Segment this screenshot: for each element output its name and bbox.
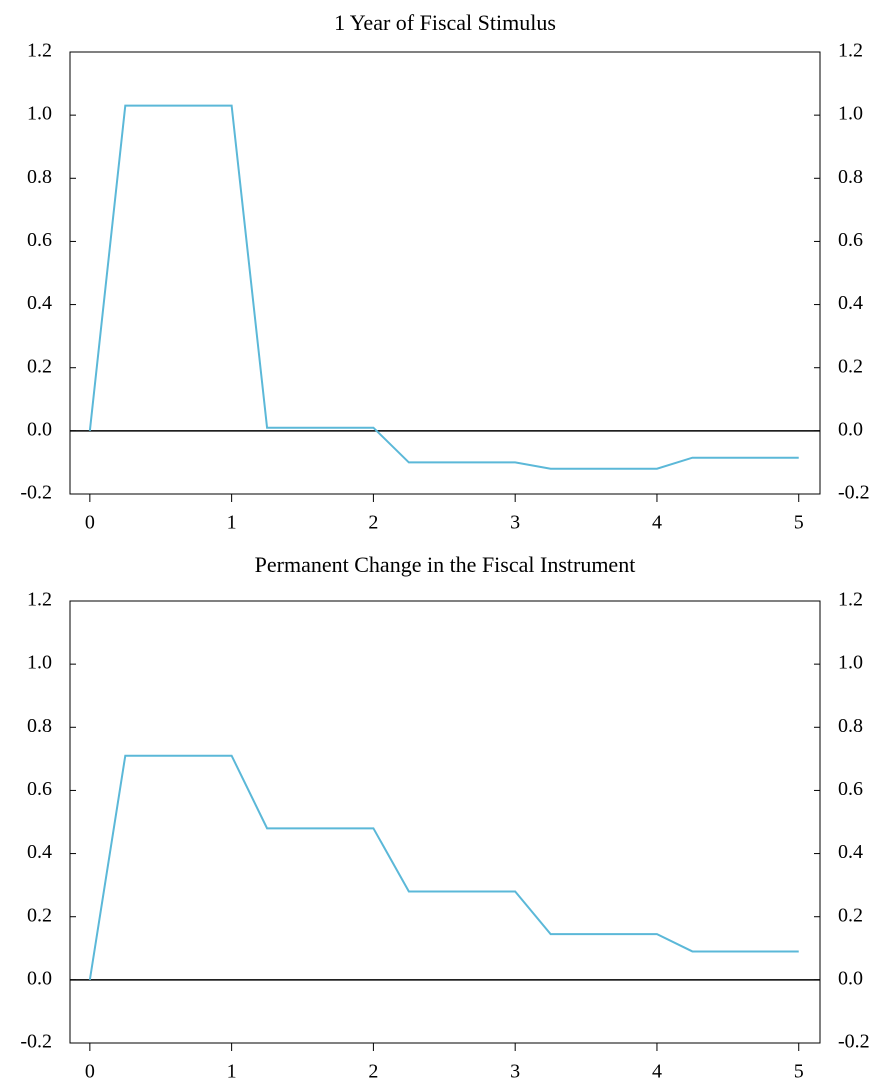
y-tick-label: 0.6 xyxy=(27,229,52,251)
y-tick-label: 0.8 xyxy=(27,166,52,188)
y2-tick-label: 1.2 xyxy=(838,589,863,611)
y2-tick-label: 0.4 xyxy=(838,841,863,863)
y2-tick-label: 0.2 xyxy=(838,904,863,926)
x-tick-label: 0 xyxy=(85,1061,95,1083)
y2-tick-label: 0.2 xyxy=(838,355,863,377)
plot-frame xyxy=(69,51,821,495)
x-tick-label: 1 xyxy=(227,1061,237,1083)
x-tick-label: 1 xyxy=(227,512,237,534)
y2-tick-label: 1.0 xyxy=(838,103,863,125)
y2-tick-label: -0.2 xyxy=(838,1031,870,1053)
y-tick-label: 0.0 xyxy=(27,967,52,989)
y-tick-label: 0.4 xyxy=(27,841,52,863)
y2-tick-label: 1.2 xyxy=(838,40,863,62)
x-tick-label: 4 xyxy=(652,512,662,534)
y-tick-label: 0.8 xyxy=(27,715,52,737)
x-tick-label: 4 xyxy=(652,1061,662,1083)
plot-frame xyxy=(69,600,821,1044)
y-tick-label: 1.2 xyxy=(27,40,52,62)
y-tick-label: 0.6 xyxy=(27,778,52,800)
data-line xyxy=(88,754,799,981)
x-tick-label: 3 xyxy=(510,512,520,534)
x-tick-label: 2 xyxy=(368,1061,378,1083)
x-tick-label: 5 xyxy=(794,512,804,534)
y-tick-label: -0.2 xyxy=(20,1031,52,1053)
y2-tick-label: -0.2 xyxy=(838,482,870,504)
y-tick-label: 0.2 xyxy=(27,904,52,926)
y-tick-label: -0.2 xyxy=(20,482,52,504)
y-tick-label: 0.4 xyxy=(27,292,52,314)
x-tick-label: 2 xyxy=(368,512,378,534)
y2-tick-label: 0.8 xyxy=(838,166,863,188)
y-tick-label: 0.0 xyxy=(27,418,52,440)
y-tick-label: 1.2 xyxy=(27,589,52,611)
y-tick-label: 1.0 xyxy=(27,652,52,674)
y-tick-label: 1.0 xyxy=(27,103,52,125)
data-line xyxy=(88,104,799,470)
x-tick-label: 5 xyxy=(794,1061,804,1083)
chart-title: Permanent Change in the Fiscal Instrumen… xyxy=(255,552,636,577)
y-tick-label: 0.2 xyxy=(27,355,52,377)
x-tick-label: 3 xyxy=(510,1061,520,1083)
y2-tick-label: 0.6 xyxy=(838,778,863,800)
x-tick-label: 0 xyxy=(85,512,95,534)
y2-tick-label: 0.8 xyxy=(838,715,863,737)
chart-title: 1 Year of Fiscal Stimulus xyxy=(334,10,556,35)
y2-tick-label: 0.0 xyxy=(838,967,863,989)
y2-tick-label: 0.4 xyxy=(838,292,863,314)
y2-tick-label: 1.0 xyxy=(838,652,863,674)
y2-tick-label: 0.0 xyxy=(838,418,863,440)
y2-tick-label: 0.6 xyxy=(838,229,863,251)
